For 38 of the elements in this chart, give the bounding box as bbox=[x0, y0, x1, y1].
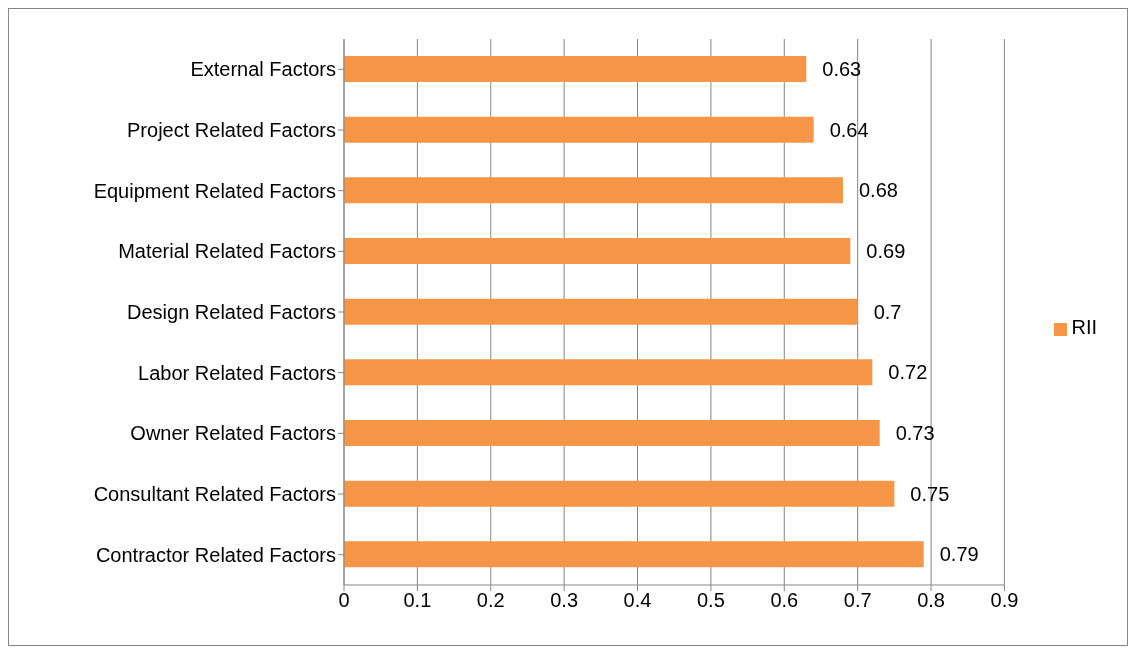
x-tick-label: 0.7 bbox=[843, 589, 872, 612]
bar bbox=[344, 541, 924, 568]
x-tick-label: 0.5 bbox=[697, 589, 725, 612]
bar bbox=[344, 56, 807, 82]
x-tick-label: 0 bbox=[338, 589, 350, 612]
data-label: 0.63 bbox=[822, 58, 862, 81]
data-label: 0.72 bbox=[888, 361, 928, 384]
data-label: 0.75 bbox=[910, 482, 950, 505]
data-label: 0.7 bbox=[873, 300, 902, 323]
data-label: 0.69 bbox=[866, 240, 906, 263]
bar bbox=[344, 359, 873, 386]
y-tick-label: Contractor Related Factors bbox=[95, 543, 336, 566]
data-label: 0.79 bbox=[939, 543, 979, 566]
x-tick-label: 0.2 bbox=[476, 589, 505, 612]
x-tick-label: 0.3 bbox=[550, 589, 579, 612]
data-label: 0.64 bbox=[829, 118, 869, 141]
y-tick-label: Labor Related Factors bbox=[138, 361, 336, 384]
x-tick-label: 0.8 bbox=[917, 589, 945, 612]
x-tick-label: 0.9 bbox=[990, 589, 1019, 612]
bar bbox=[344, 177, 843, 204]
bar bbox=[344, 238, 851, 264]
data-label: 0.68 bbox=[859, 179, 898, 202]
y-tick-label: Material Related Factors bbox=[118, 240, 336, 263]
x-tick-label: 0.6 bbox=[770, 589, 799, 612]
y-tick-label: External Factors bbox=[190, 58, 336, 81]
x-tick-label: 0.4 bbox=[623, 589, 652, 612]
y-tick-label: Design Related Factors bbox=[127, 301, 336, 324]
bar bbox=[344, 298, 858, 325]
y-tick-label: Owner Related Factors bbox=[130, 422, 336, 445]
bar bbox=[344, 480, 895, 507]
y-tick-label: Consultant Related Factors bbox=[93, 483, 336, 506]
data-label: 0.73 bbox=[895, 422, 935, 445]
y-tick-label: Project Related Factors bbox=[127, 119, 336, 142]
bar bbox=[344, 420, 880, 446]
x-tick-label: 0.1 bbox=[403, 589, 432, 612]
y-tick-label: Equipment Related Factors bbox=[93, 179, 336, 202]
bar bbox=[344, 116, 814, 143]
legend-label: RII bbox=[1071, 315, 1097, 338]
